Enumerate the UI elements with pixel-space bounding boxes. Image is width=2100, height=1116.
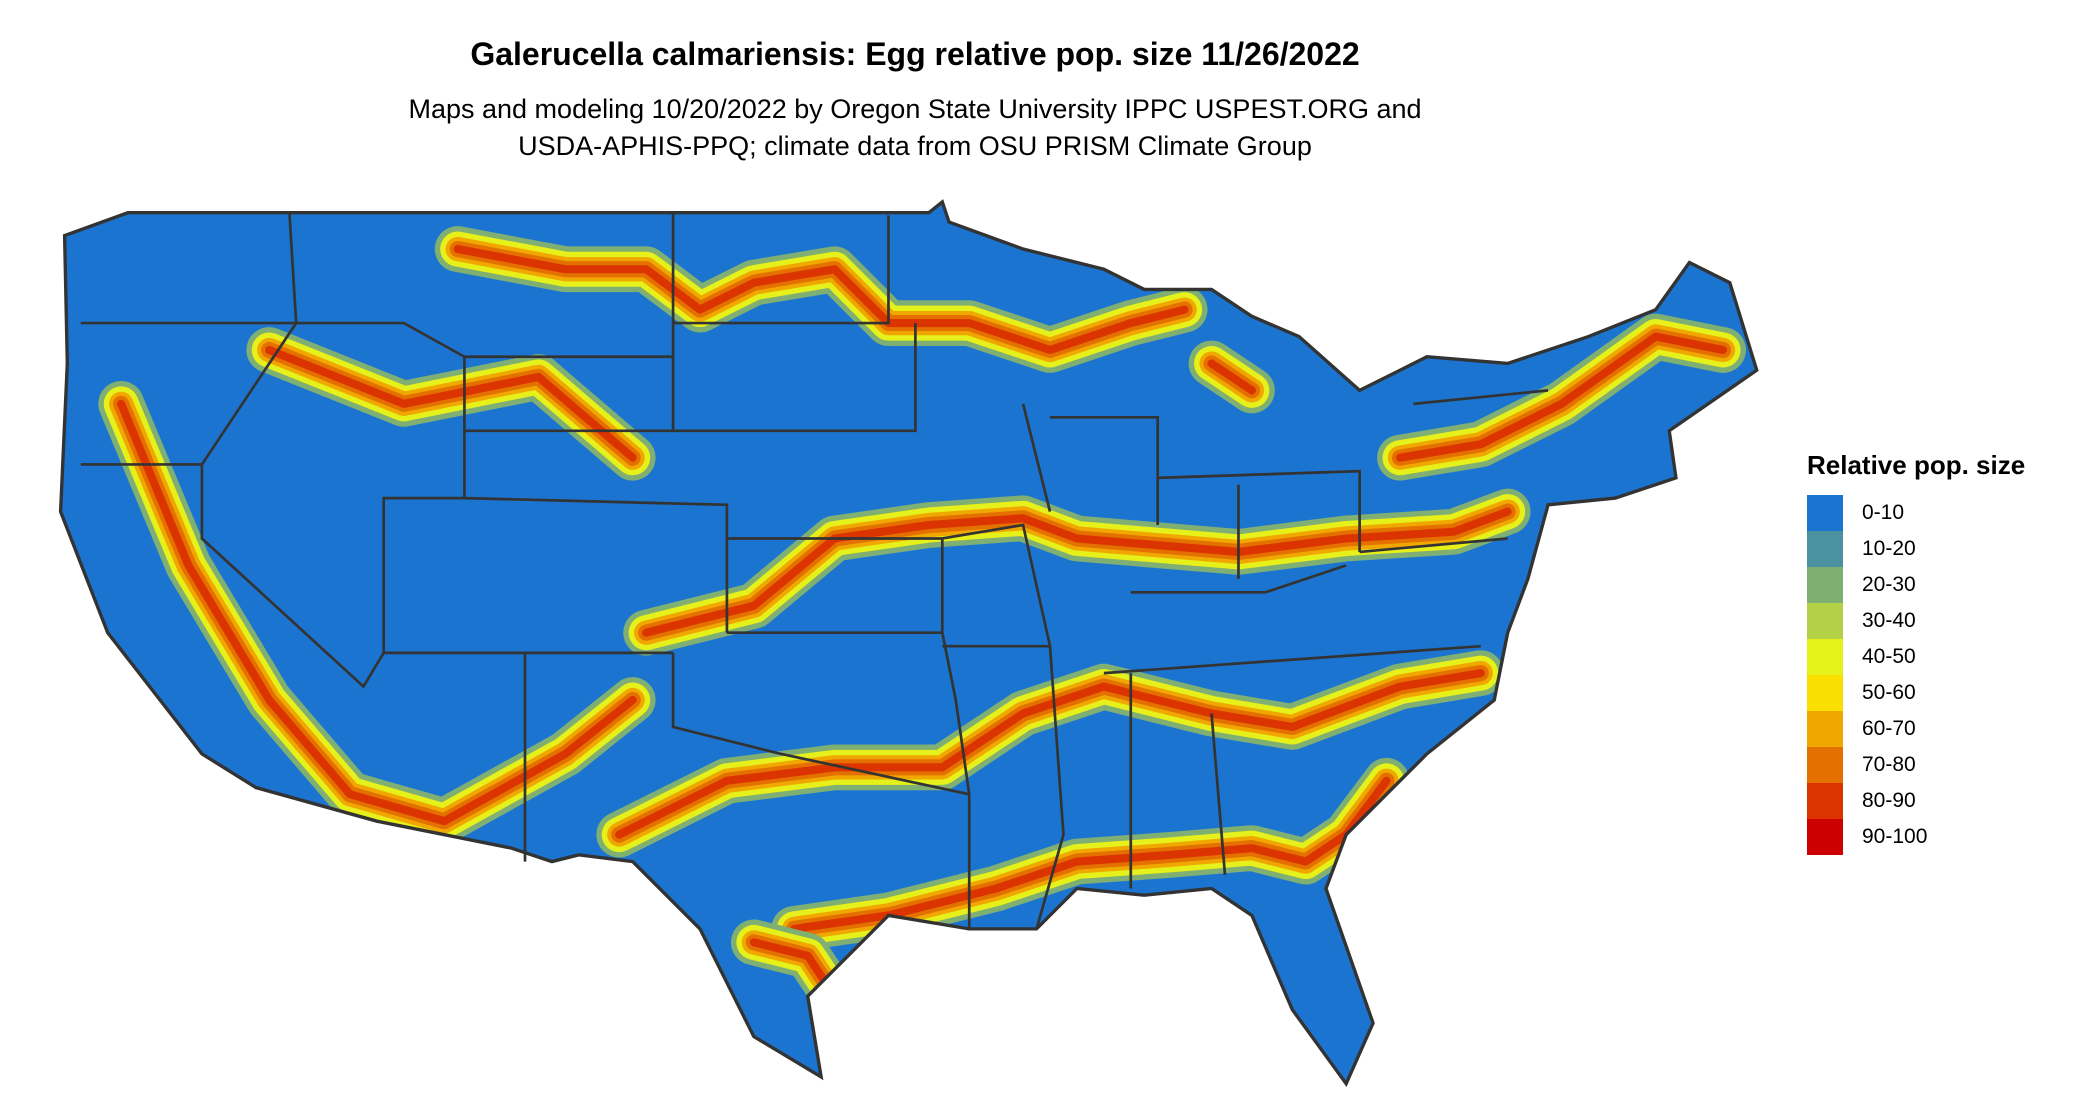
state-borders [80,212,1549,930]
legend-item: 10-20 [1807,531,2025,567]
legend-label: 80-90 [1862,789,1916,812]
legend-swatch [1807,819,1843,855]
state-border [726,631,971,795]
state-border [1021,403,1052,512]
state-border [671,652,970,796]
state-border [673,323,917,433]
state-border [673,215,890,325]
legend-label: 90-100 [1862,825,1928,848]
legend-label: 40-50 [1862,645,1916,668]
legend-swatch [1807,567,1843,603]
state-border [1359,537,1508,554]
state-border [1130,564,1347,594]
legend-item: 80-90 [1807,783,2025,819]
legend-item: 50-60 [1807,675,2025,711]
legend-label: 70-80 [1862,753,1916,776]
legend-swatch [1807,603,1843,639]
legend-item: 0-10 [1807,495,2025,531]
legend-item: 60-70 [1807,711,2025,747]
legend-label: 10-20 [1862,537,1916,560]
state-border [1103,644,1481,675]
legend-label: 50-60 [1862,681,1916,704]
legend-swatch [1807,711,1843,747]
legend-title: Relative pop. size [1807,450,2026,480]
legend-swatch [1807,531,1843,567]
legend-item: 40-50 [1807,639,2025,675]
legend-swatch [1807,675,1843,711]
legend-label: 0-10 [1862,501,1905,524]
population-band [615,669,1485,839]
state-border [200,321,466,689]
state-border [1210,713,1227,876]
population-band [117,399,637,826]
legend-label: 20-30 [1862,573,1916,596]
state-border [1157,469,1361,552]
national-border [58,199,1759,1088]
legend-swatch [1807,495,1843,531]
map-title: Galerucella calmariensis: Egg relative p… [470,36,1360,72]
legend-swatch [1807,747,1843,783]
map-subtitle-line-1: Maps and modeling 10/20/2022 by Oregon S… [408,94,1422,124]
legend-swatch [1807,639,1843,675]
legend-label: 30-40 [1862,609,1916,632]
population-band [1207,359,1256,395]
state-border [464,496,729,633]
state-border [942,523,1052,648]
legend-item: 70-80 [1807,747,2025,783]
legend-swatch [1807,783,1843,819]
population-bands [98,226,1746,1020]
legend: Relative pop. size 0-10 10-20 20-30 30-40 40… [1807,450,2025,855]
population-band [1395,332,1728,462]
population-band [790,776,1391,933]
state-border [1035,646,1065,930]
population-band [453,245,1189,355]
map-subtitle-line-2: USDA-APHIS-PPQ; climate data from OSU PR… [518,131,1312,161]
legend-label: 60-70 [1862,717,1916,740]
state-border [1413,389,1549,406]
legend-item: 20-30 [1807,567,2025,603]
state-border [1050,415,1160,526]
legend-item: 90-100 [1807,819,2025,855]
legend-item: 30-40 [1807,603,2025,639]
population-band [642,507,1512,637]
population-band [265,345,637,462]
